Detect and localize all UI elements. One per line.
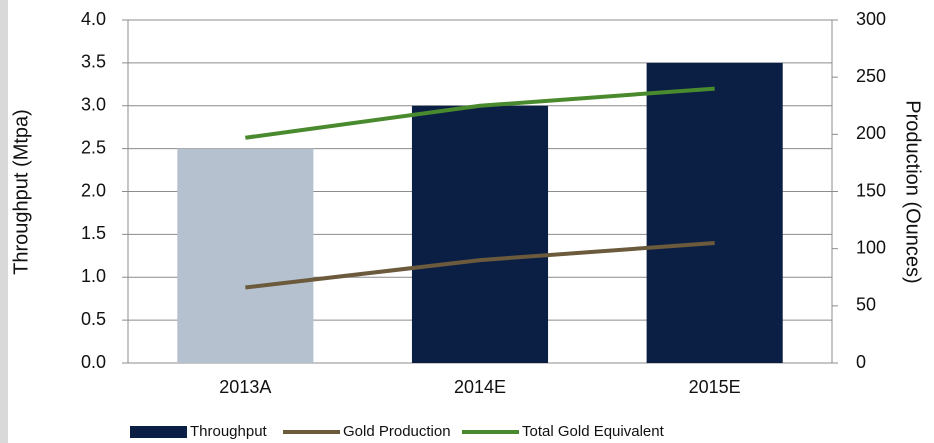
y2-tick-label: 150	[856, 180, 886, 200]
y2-tick-label: 50	[856, 295, 876, 315]
y2-tick-label: 200	[856, 123, 886, 143]
y2-axis-title: Production (Ounces)	[902, 100, 924, 283]
y2-tick-label: 100	[856, 237, 886, 257]
y-tick-label: 4.0	[81, 9, 106, 29]
legend-swatch	[130, 426, 187, 438]
legend-label: Throughput	[190, 423, 268, 440]
y-tick-label: 2.0	[81, 180, 106, 200]
y2-tick-label: 250	[856, 66, 886, 86]
bar	[646, 62, 783, 363]
bar	[177, 148, 314, 363]
frame-edge	[0, 0, 8, 443]
y-tick-label: 3.5	[81, 52, 106, 72]
x-tick-label: 2015E	[689, 377, 741, 397]
legend-label: Gold Production	[343, 423, 451, 440]
y-tick-label: 0.0	[81, 352, 106, 372]
y-axis-title: Throughput (Mtpa)	[10, 109, 32, 275]
x-tick-label: 2014E	[454, 377, 506, 397]
line	[245, 240, 715, 290]
bar	[411, 105, 549, 363]
y-tick-label: 1.0	[81, 266, 106, 286]
y-tick-label: 3.0	[81, 95, 106, 115]
legend-label: Total Gold Equivalent	[522, 423, 665, 440]
y-tick-label: 1.5	[81, 223, 106, 243]
y2-tick-label: 300	[856, 9, 886, 29]
y-tick-label: 0.5	[81, 309, 106, 329]
x-tick-label: 2013A	[219, 377, 271, 397]
y-tick-label: 2.5	[81, 137, 106, 157]
line	[245, 86, 715, 140]
y2-tick-label: 0	[856, 352, 866, 372]
